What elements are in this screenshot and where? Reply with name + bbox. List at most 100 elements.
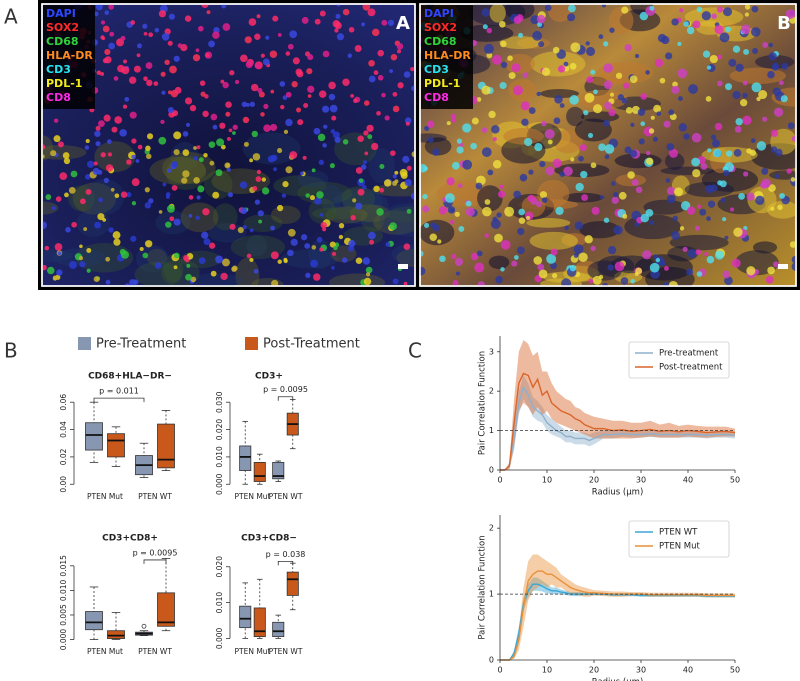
tissue xyxy=(634,254,693,281)
legend-swatch xyxy=(78,337,91,350)
cell xyxy=(196,145,201,150)
cell xyxy=(342,8,350,16)
tissue xyxy=(489,4,506,23)
cell xyxy=(161,33,170,41)
cell xyxy=(575,182,584,192)
series-line xyxy=(500,570,735,661)
cell xyxy=(47,266,55,275)
cell xyxy=(232,124,238,130)
x-tick-label: PTEN WT xyxy=(269,647,303,656)
cell xyxy=(361,22,366,27)
cell xyxy=(653,104,661,113)
cell xyxy=(621,6,629,14)
cell xyxy=(256,14,261,19)
cell xyxy=(593,104,603,114)
cell xyxy=(354,45,362,52)
cell xyxy=(171,184,178,191)
cell xyxy=(544,4,552,12)
cell xyxy=(202,208,210,216)
cell xyxy=(182,131,189,137)
cell xyxy=(724,162,735,173)
cell xyxy=(225,163,230,168)
marker-label: HLA-DR xyxy=(46,49,93,62)
tissue xyxy=(76,209,111,237)
cell xyxy=(158,210,163,214)
cell xyxy=(305,272,311,279)
cell xyxy=(282,181,289,188)
cell xyxy=(569,62,577,70)
cell xyxy=(454,211,460,217)
cell xyxy=(334,22,342,30)
cell xyxy=(770,206,775,211)
cell xyxy=(411,85,415,92)
cell xyxy=(744,4,751,10)
cell xyxy=(537,263,545,271)
cells xyxy=(42,4,415,286)
cell xyxy=(226,136,231,141)
cell xyxy=(51,206,56,211)
cell xyxy=(385,242,391,247)
cell xyxy=(366,124,374,132)
cell xyxy=(673,187,684,197)
cell xyxy=(98,197,103,203)
cell xyxy=(279,81,286,87)
cell xyxy=(148,198,154,204)
cell xyxy=(781,62,789,70)
cell xyxy=(397,49,402,54)
cell xyxy=(627,171,635,179)
cell xyxy=(173,265,178,270)
cell xyxy=(373,70,379,76)
cell xyxy=(225,101,232,108)
cell xyxy=(424,222,430,228)
cell xyxy=(779,192,785,199)
x-tick-label: PTEN WT xyxy=(138,647,172,656)
box xyxy=(85,611,103,631)
cell xyxy=(154,27,160,33)
cell xyxy=(569,264,577,272)
cell xyxy=(486,52,493,59)
cell xyxy=(119,248,126,256)
cell xyxy=(732,45,741,53)
cell xyxy=(363,100,370,106)
cell xyxy=(254,62,261,69)
tissue xyxy=(146,248,168,266)
y-tick-label: 0 xyxy=(489,656,494,665)
cell xyxy=(520,101,530,111)
cell xyxy=(396,43,404,50)
p-value: p = 0.0095 xyxy=(133,548,178,557)
cell xyxy=(671,18,679,26)
cell xyxy=(195,215,200,220)
cell xyxy=(192,54,201,62)
cell xyxy=(331,115,337,121)
cell xyxy=(261,187,270,195)
cell xyxy=(336,33,345,41)
cell xyxy=(618,191,627,200)
cell xyxy=(209,242,216,249)
box xyxy=(239,605,252,629)
cell xyxy=(750,138,756,144)
cell xyxy=(613,191,619,198)
cell xyxy=(357,135,364,142)
cell xyxy=(289,30,298,39)
box xyxy=(107,630,125,639)
cell xyxy=(603,41,609,47)
cell xyxy=(733,227,743,237)
cell xyxy=(249,101,256,107)
cell xyxy=(131,138,137,144)
cell xyxy=(539,161,546,168)
tissue xyxy=(325,206,368,224)
cell xyxy=(202,110,209,118)
box xyxy=(272,461,285,480)
cell xyxy=(377,49,385,57)
marker-label: SOX2 xyxy=(46,21,79,34)
cell xyxy=(678,96,683,101)
cell xyxy=(100,72,105,76)
cell xyxy=(122,104,128,109)
cell xyxy=(290,238,298,246)
cell xyxy=(146,79,153,87)
cell xyxy=(381,19,388,26)
cell xyxy=(731,258,741,268)
cell xyxy=(722,217,727,222)
cell xyxy=(659,77,666,84)
cell xyxy=(569,95,579,105)
